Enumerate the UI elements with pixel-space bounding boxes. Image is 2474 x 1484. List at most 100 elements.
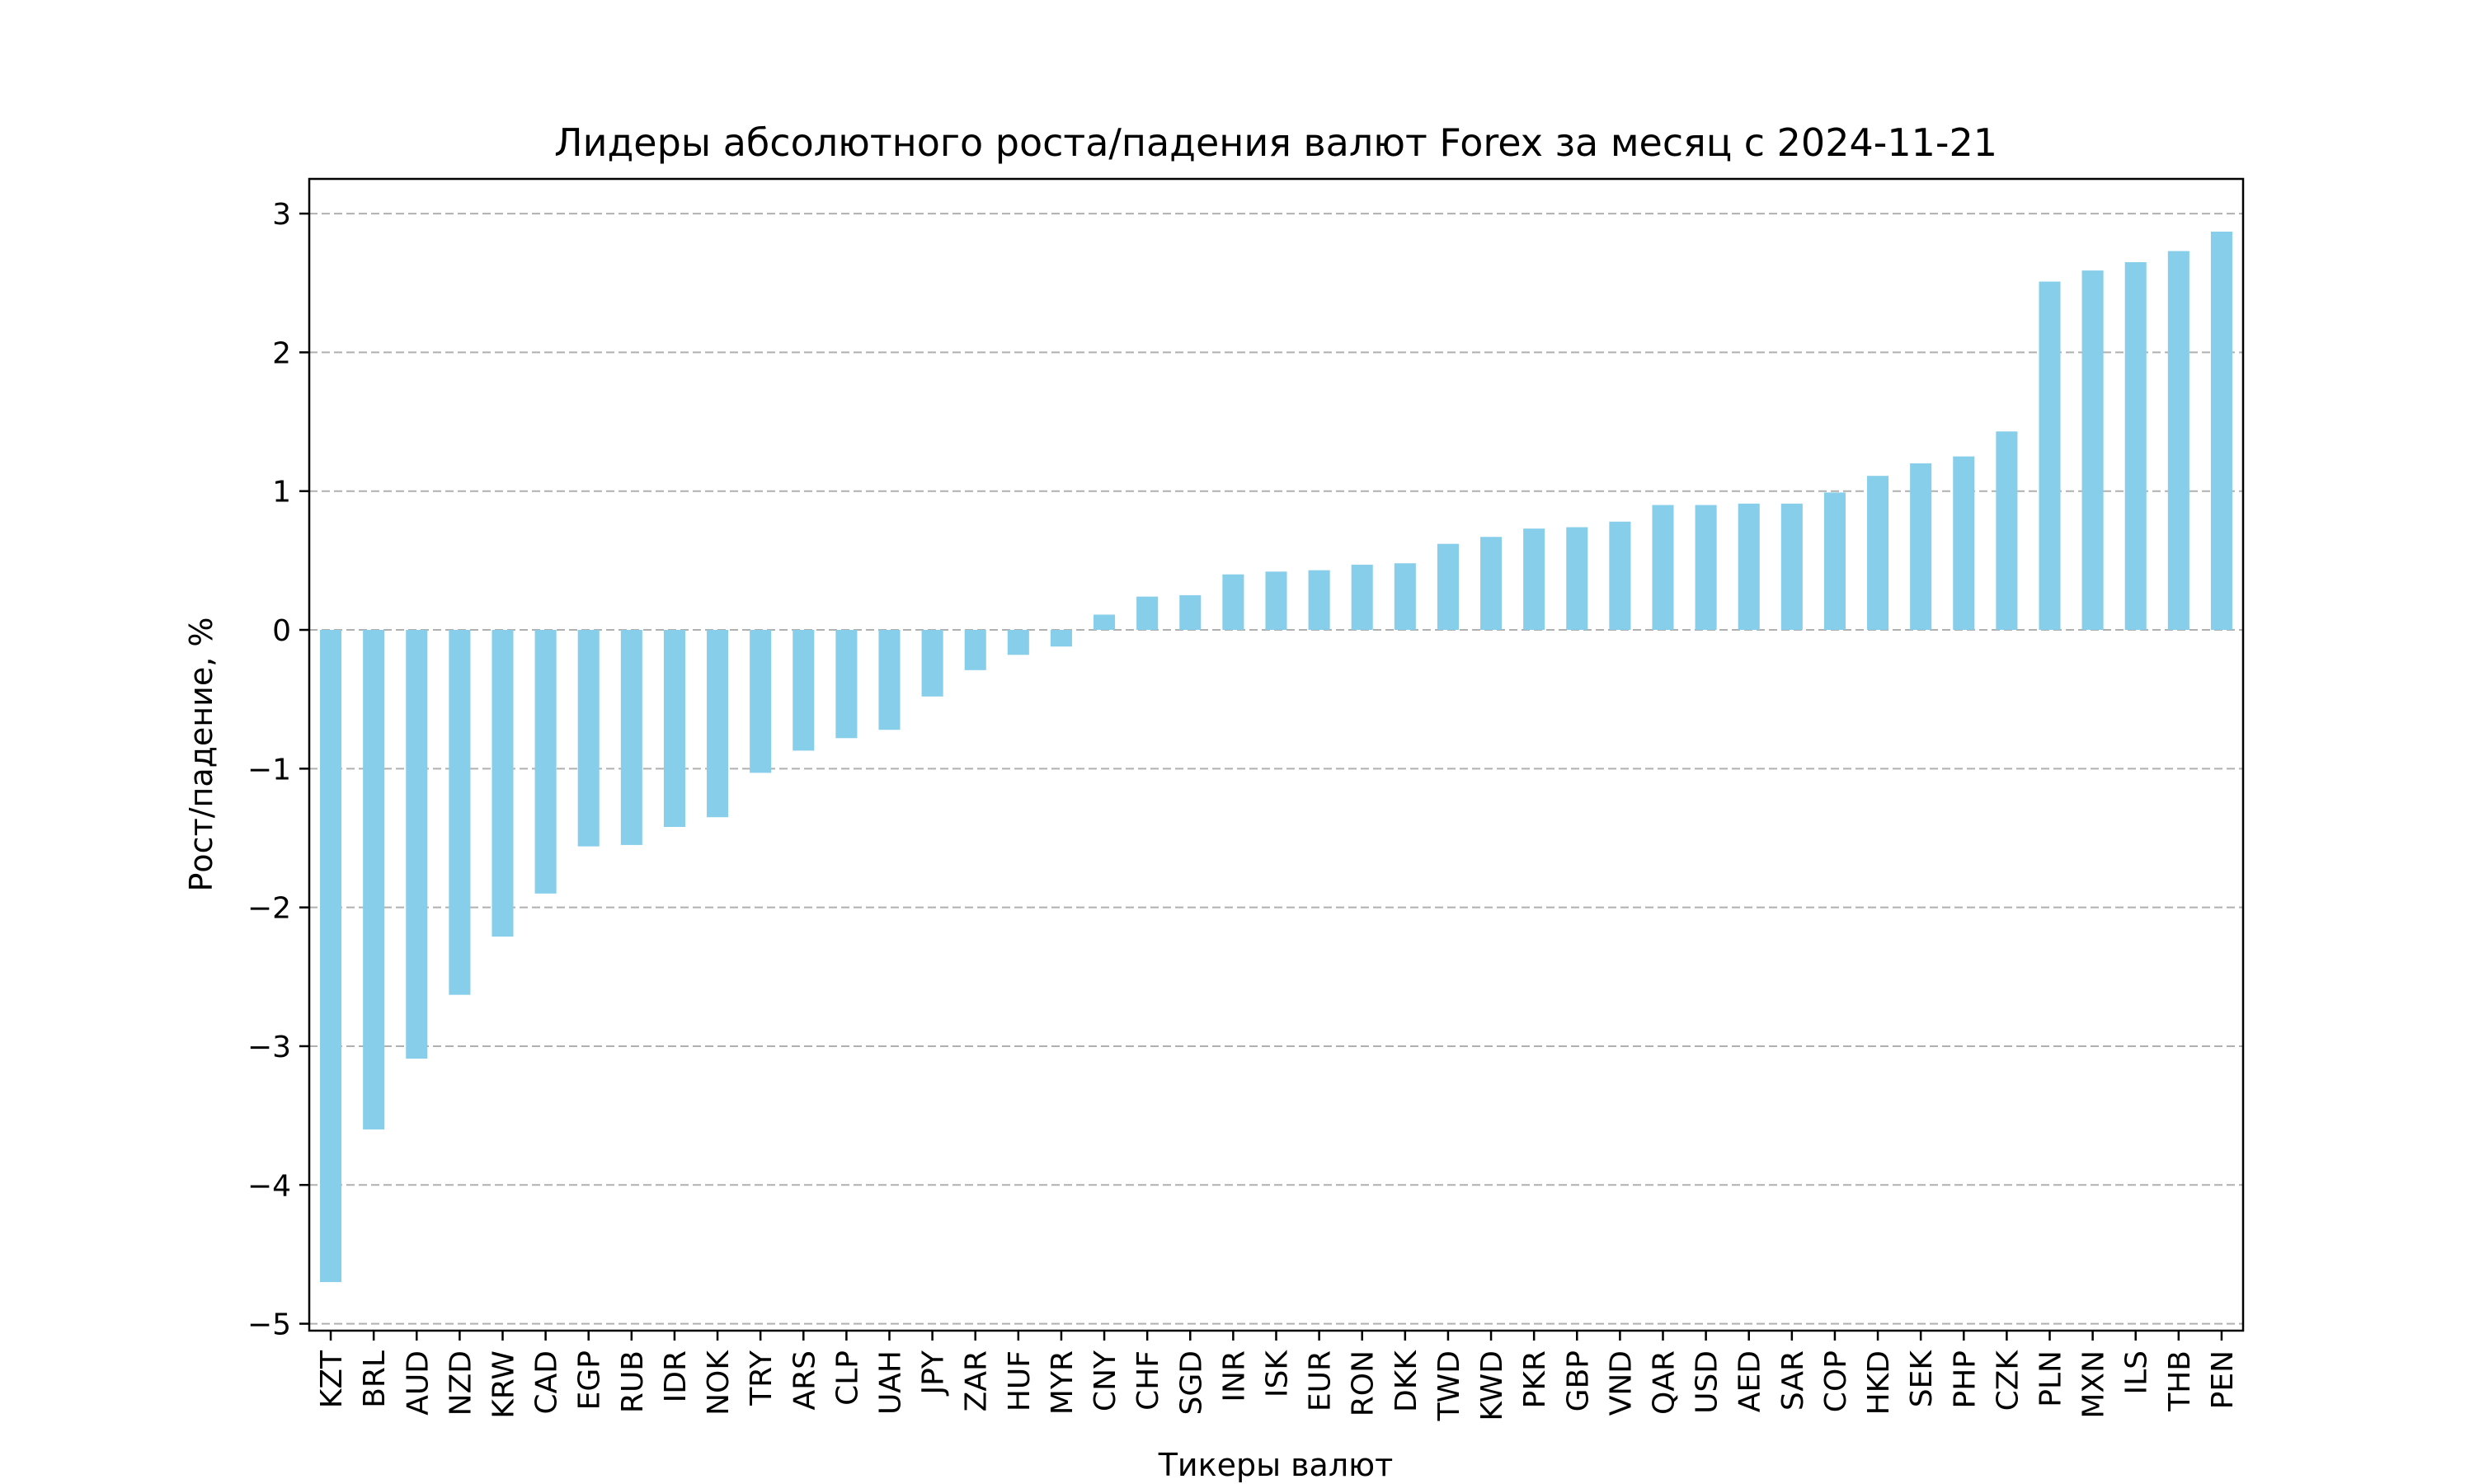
bar-kzt (320, 630, 342, 1283)
bar-nzd (449, 630, 471, 995)
x-tick-label: CLP (830, 1350, 864, 1406)
bar-usd (1695, 505, 1717, 631)
bar-inr (1222, 574, 1244, 631)
bar-try (750, 630, 772, 773)
x-tick-label: CNY (1089, 1350, 1122, 1411)
x-tick-label: ISK (1261, 1350, 1295, 1397)
x-tick-label: NZD (444, 1350, 477, 1416)
y-axis-label: Рост/падение, % (183, 618, 219, 892)
x-tick-label: SGD (1174, 1350, 1208, 1415)
bar-ars (793, 630, 815, 751)
x-tick-label: UAH (874, 1350, 908, 1415)
x-tick-label: CAD (530, 1350, 564, 1414)
y-tick-label: −4 (247, 1169, 291, 1203)
plot-frame (308, 177, 2245, 1332)
bar-chf (1136, 596, 1159, 631)
bar-isk (1265, 571, 1287, 631)
bar-myr (1050, 630, 1072, 647)
x-tick-label: KZT (315, 1350, 349, 1408)
x-tick-label: COP (1819, 1350, 1853, 1412)
bar-brl (363, 630, 385, 1129)
x-tick-label: RON (1347, 1350, 1380, 1416)
bar-sgd (1179, 594, 1202, 631)
bar-sek (1910, 463, 1932, 631)
x-tick-label: PKR (1518, 1350, 1552, 1408)
x-tick-label: KWD (1475, 1350, 1509, 1421)
y-tick-label: −1 (247, 753, 291, 787)
x-tick-label: MYR (1046, 1350, 1079, 1415)
bar-aed (1738, 503, 1760, 631)
y-tick-label: 1 (272, 476, 291, 510)
x-tick-label: PLN (2034, 1350, 2068, 1407)
x-tick-label: CZK (1991, 1350, 2025, 1411)
x-tick-label: SAR (1776, 1350, 1810, 1411)
x-tick-label: TRY (745, 1350, 778, 1407)
x-tick-label: HKD (1862, 1350, 1896, 1415)
y-axis: 3 2 1 0 −1 −2 −3 −4 −5 (247, 198, 309, 1342)
chart-title: Лидеры абсолютного роста/падения валют F… (554, 120, 1997, 165)
x-tick-label: HUF (1003, 1350, 1037, 1411)
bar-qar (1652, 505, 1674, 631)
x-tick-label: GBP (1561, 1350, 1595, 1411)
x-tick-label: INR (1217, 1350, 1251, 1402)
bar-idr (663, 630, 685, 828)
bar-huf (1007, 630, 1029, 655)
bar-cny (1094, 614, 1116, 631)
x-tick-label: ARS (788, 1350, 821, 1411)
x-tick-label: PEN (2206, 1350, 2240, 1409)
x-tick-label: EGP (573, 1350, 607, 1410)
y-tick-label: 3 (272, 198, 291, 232)
bar-cad (534, 630, 557, 894)
bar-mxn (2081, 270, 2104, 631)
bar-hkd (1867, 476, 1889, 631)
x-axis-label: Тикеры валют (1158, 1447, 1394, 1483)
bar-clp (835, 630, 858, 739)
y-tick-label: 0 (272, 614, 291, 648)
x-tick-label: JPY (917, 1350, 951, 1397)
bar-php (1953, 456, 1975, 631)
bar-ron (1351, 564, 1373, 631)
bar-cop (1823, 492, 1846, 631)
bar-sar (1780, 503, 1803, 631)
bar-ils (2124, 261, 2147, 631)
x-tick-label: USD (1691, 1350, 1724, 1414)
bar-kwd (1480, 537, 1503, 631)
x-tick-label: RUB (616, 1350, 650, 1413)
bar-zar (964, 630, 986, 670)
x-tick-label: NOK (702, 1350, 736, 1416)
bar-thb (2167, 251, 2189, 631)
bar-rub (620, 630, 642, 845)
bar-jpy (921, 630, 943, 697)
y-tick-label: −3 (247, 1031, 291, 1064)
bar-nok (707, 630, 729, 818)
bar-pln (2039, 281, 2061, 631)
x-tick-label: KRW (487, 1350, 521, 1419)
x-tick-label: BRL (358, 1350, 392, 1408)
bar-pkr (1523, 528, 1545, 631)
bar-pen (2210, 231, 2232, 631)
x-tick-label: ZAR (960, 1350, 994, 1411)
bar-czk (1996, 431, 2018, 631)
x-tick-label: PHP (1948, 1350, 1982, 1409)
x-tick-label: THB (2163, 1350, 2197, 1412)
x-tick-label: AED (1733, 1350, 1767, 1412)
bar-gbp (1566, 527, 1588, 631)
y-tick-label: 2 (272, 336, 291, 370)
x-tick-label: QAR (1648, 1350, 1681, 1415)
bar-aud (406, 630, 428, 1059)
x-tick-label: EUR (1304, 1350, 1338, 1411)
x-tick-label: IDR (659, 1350, 693, 1402)
bar-dkk (1394, 563, 1416, 631)
bar-vnd (1609, 521, 1631, 631)
x-tick-label: TWD (1432, 1350, 1466, 1421)
x-tick-label: MXN (2077, 1350, 2111, 1419)
bars (320, 231, 2232, 1283)
bar-eur (1308, 570, 1330, 631)
y-tick-label: −2 (247, 892, 291, 926)
x-tick-label: AUD (401, 1350, 435, 1416)
y-tick-label: −5 (247, 1308, 291, 1342)
x-axis: KZT BRL AUD NZD KRW CAD EGP RUB IDR NOK TRY ARS CLP U… (315, 1331, 2240, 1421)
x-tick-label: CHF (1131, 1350, 1165, 1411)
x-tick-label: ILS (2120, 1350, 2154, 1395)
